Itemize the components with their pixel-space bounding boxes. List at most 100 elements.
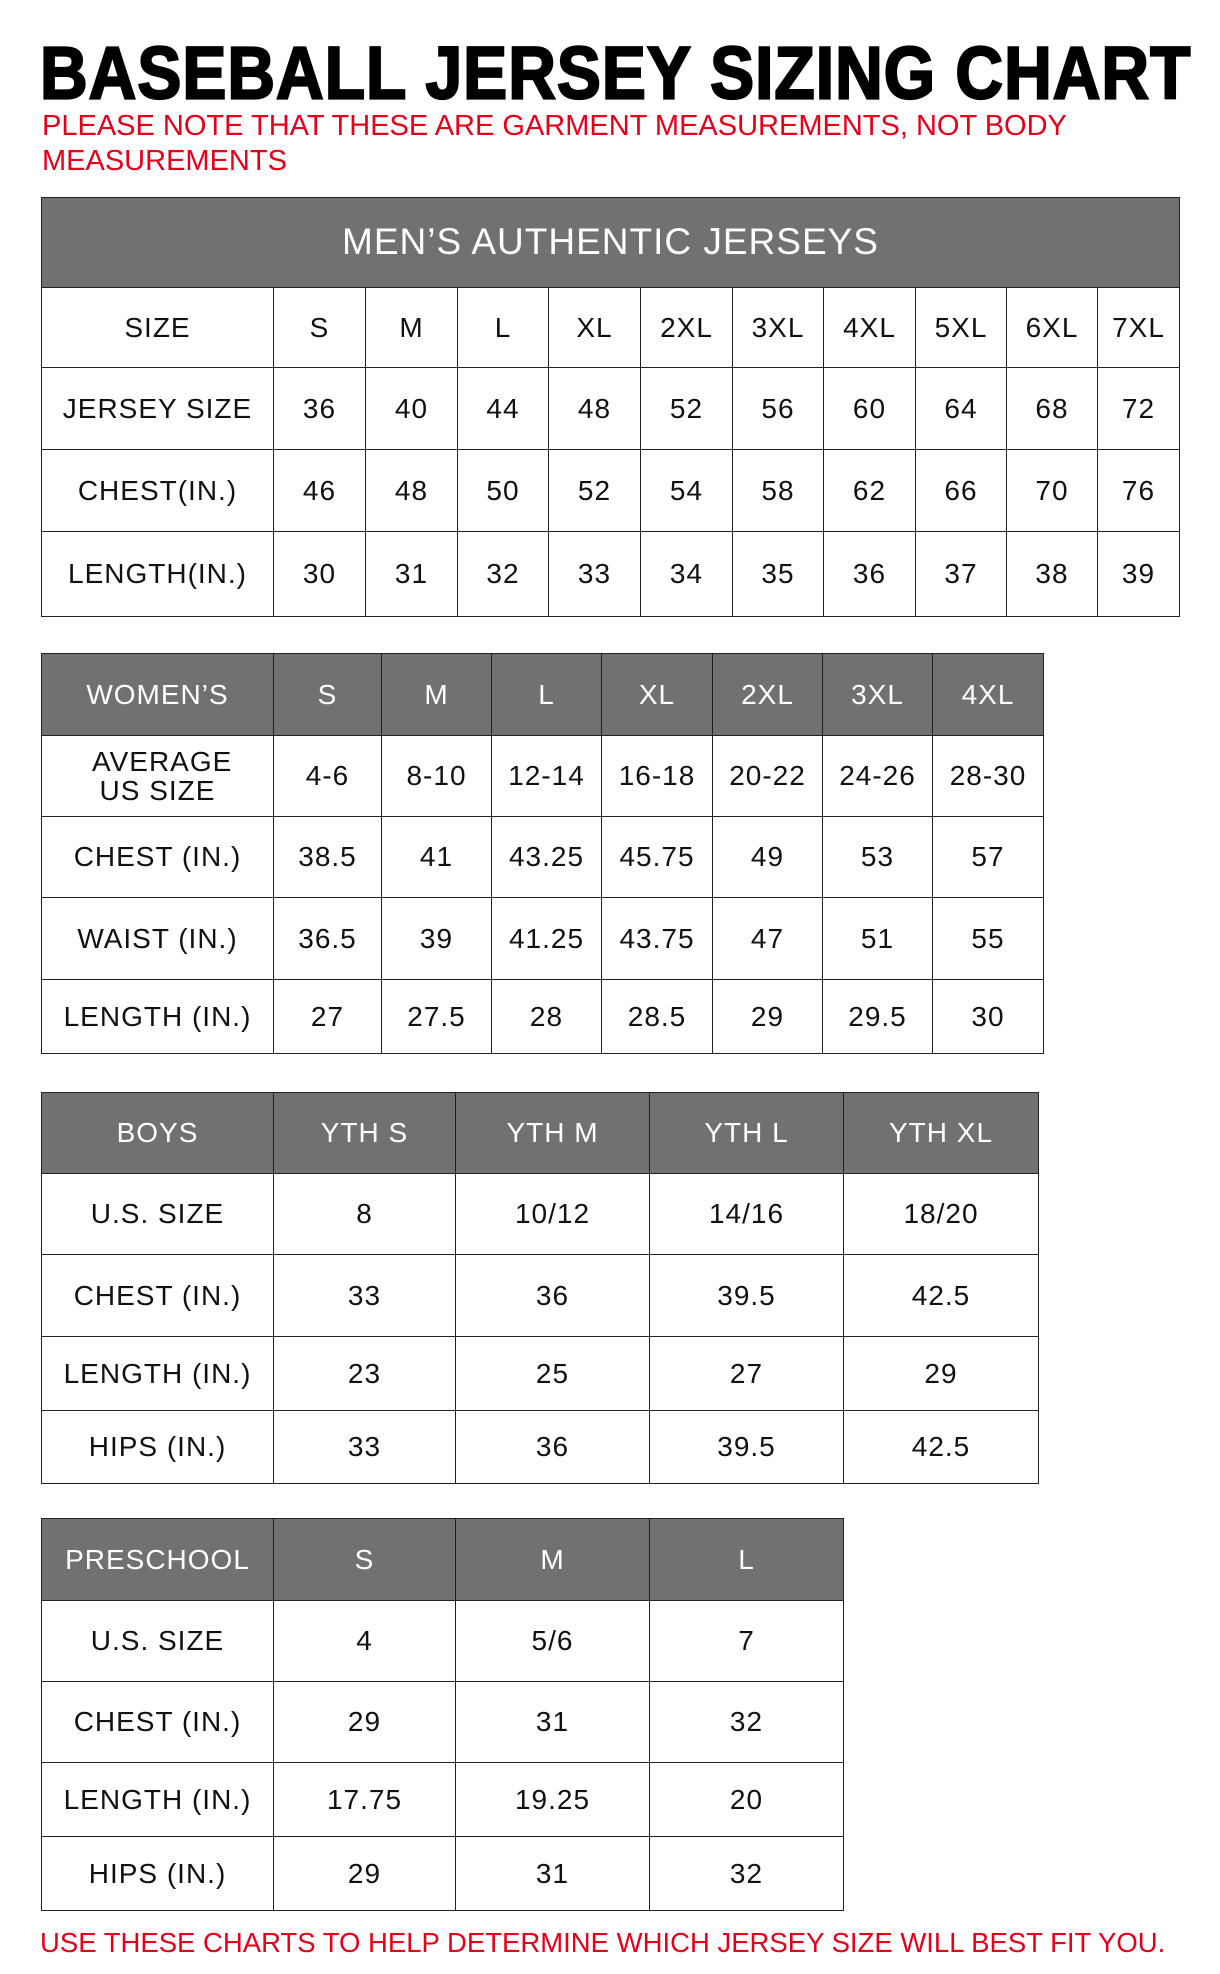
- value-cell: 41.25: [491, 897, 602, 980]
- value-cell: 40: [365, 367, 458, 450]
- value-cell: 31: [455, 1681, 650, 1763]
- row-label-jersey-size: JERSEY SIZE: [41, 367, 274, 450]
- header-cell-s: S: [273, 1518, 456, 1601]
- value-cell: 28.5: [601, 979, 713, 1054]
- value-cell: 20: [649, 1762, 844, 1837]
- value-cell: 36: [455, 1410, 650, 1484]
- mens-authentic-table: MEN’S AUTHENTIC JERSEYS SIZE S M L XL 2XL 3XL 4X…: [40, 197, 1181, 617]
- value-cell: 16-18: [601, 735, 713, 817]
- garment-note-line1: PLEASE NOTE THAT THESE ARE GARMENT MEASU…: [42, 110, 1067, 142]
- value-cell: 33: [273, 1410, 456, 1484]
- value-cell: 29: [273, 1681, 456, 1763]
- value-cell: 39: [381, 897, 492, 980]
- header-cell-2xl: 2XL: [712, 653, 823, 736]
- value-cell: 18/20: [843, 1173, 1039, 1255]
- value-cell: 43.25: [491, 816, 602, 898]
- value-cell: 48: [548, 367, 641, 450]
- header-cell-yth-l: YTH L: [649, 1092, 844, 1174]
- value-cell: 35: [732, 531, 824, 617]
- value-cell: 38.5: [273, 816, 382, 898]
- value-cell: 29.5: [822, 979, 933, 1054]
- header-cell-women-s: WOMEN’S: [41, 653, 274, 736]
- table-caption: MEN’S AUTHENTIC JERSEYS: [40, 197, 1181, 288]
- value-cell: 52: [548, 449, 641, 532]
- table-row: LENGTH (IN.) 23 25 27 29: [41, 1336, 1039, 1411]
- header-cell-m: M: [365, 287, 458, 368]
- value-cell: 14/16: [649, 1173, 844, 1255]
- value-cell: 29: [273, 1836, 456, 1911]
- header-cell-xl: XL: [548, 287, 641, 368]
- value-cell: 33: [548, 531, 641, 617]
- value-cell: 47: [712, 897, 823, 980]
- header-cell-s: S: [273, 653, 382, 736]
- value-cell: 76: [1096, 449, 1181, 532]
- value-cell: 68: [1006, 367, 1098, 450]
- value-cell: 58: [732, 449, 824, 532]
- value-cell: 64: [915, 367, 1007, 450]
- header-cell-l: L: [491, 653, 602, 736]
- header-cell-3xl: 3XL: [822, 653, 933, 736]
- footer-note: USE THESE CHARTS TO HELP DETERMINE WHICH…: [40, 1927, 1166, 1958]
- value-cell: 37: [915, 531, 1007, 617]
- page-title: BASEBALL JERSEY SIZING CHART: [39, 30, 1192, 115]
- row-label-waist-in: WAIST (IN.): [41, 897, 274, 980]
- value-cell: 51: [822, 897, 933, 980]
- table-row: LENGTH(IN.) 30 31 32 33 34 35 36 37 38 39: [41, 531, 1181, 617]
- header-row: BOYS YTH S YTH M YTH L YTH XL: [41, 1092, 1039, 1174]
- table-row: WAIST (IN.) 36.5 39 41.25 43.75 47 51 55: [41, 897, 1044, 980]
- value-cell: 43.75: [601, 897, 713, 980]
- header-row: PRESCHOOL S M L: [41, 1518, 844, 1601]
- value-cell: 34: [640, 531, 733, 617]
- value-cell: 12-14: [491, 735, 602, 817]
- value-cell: 55: [932, 897, 1044, 980]
- value-cell: 10/12: [455, 1173, 650, 1255]
- value-cell: 23: [273, 1336, 456, 1411]
- header-cell-size: SIZE: [41, 287, 274, 368]
- value-cell: 28-30: [932, 735, 1044, 817]
- table-row: U.S. SIZE 4 5/6 7: [41, 1600, 844, 1682]
- value-cell: 36: [273, 367, 366, 450]
- header-cell-m: M: [381, 653, 492, 736]
- value-cell: 36: [823, 531, 916, 617]
- row-label-length-in: LENGTH (IN.): [41, 1762, 274, 1837]
- header-cell-yth-xl: YTH XL: [843, 1092, 1039, 1174]
- table-row: CHEST (IN.) 29 31 32: [41, 1681, 844, 1763]
- value-cell: 27.5: [381, 979, 492, 1054]
- header-row: SIZE S M L XL 2XL 3XL 4XL 5XL 6XL 7XL: [41, 287, 1181, 368]
- row-label-u-s-size: U.S. SIZE: [41, 1173, 274, 1255]
- value-cell: 46: [273, 449, 366, 532]
- table-row: CHEST(IN.) 46 48 50 52 54 58 62 66 70 76: [41, 449, 1181, 532]
- boys-table: BOYS YTH S YTH M YTH L YTH XL U.S. SIZE 8 10/12…: [41, 1092, 1039, 1484]
- value-cell: 24-26: [822, 735, 933, 817]
- value-cell: 32: [649, 1681, 844, 1763]
- value-cell: 42.5: [843, 1410, 1039, 1484]
- value-cell: 27: [649, 1336, 844, 1411]
- value-cell: 42.5: [843, 1254, 1039, 1337]
- value-cell: 7: [649, 1600, 844, 1682]
- row-label-average-us-size: AVERAGE US SIZE: [41, 735, 274, 817]
- value-cell: 39.5: [649, 1254, 844, 1337]
- womens-table: WOMEN’S S M L XL 2XL 3XL 4XL AVERAGE US SIZE 4-6 8…: [41, 653, 1044, 1054]
- value-cell: 17.75: [273, 1762, 456, 1837]
- header-cell-4xl: 4XL: [823, 287, 916, 368]
- value-cell: 25: [455, 1336, 650, 1411]
- value-cell: 66: [915, 449, 1007, 532]
- table-row: LENGTH (IN.) 17.75 19.25 20: [41, 1762, 844, 1837]
- value-cell: 52: [640, 367, 733, 450]
- header-cell-m: M: [455, 1518, 650, 1601]
- header-cell-xl: XL: [601, 653, 713, 736]
- value-cell: 32: [457, 531, 549, 617]
- value-cell: 49: [712, 816, 823, 898]
- value-cell: 36: [455, 1254, 650, 1337]
- value-cell: 44: [457, 367, 549, 450]
- value-cell: 54: [640, 449, 733, 532]
- value-cell: 72: [1096, 367, 1181, 450]
- header-cell-5xl: 5XL: [915, 287, 1007, 368]
- value-cell: 57: [932, 816, 1044, 898]
- table-row: JERSEY SIZE 36 40 44 48 52 56 60 64 68 72: [41, 367, 1181, 450]
- row-label-chest-in: CHEST (IN.): [41, 1681, 274, 1763]
- row-label-chest-in: CHEST (IN.): [41, 816, 274, 898]
- value-cell: 38: [1006, 531, 1098, 617]
- table-row: CHEST (IN.) 38.5 41 43.25 45.75 49 53 57: [41, 816, 1044, 898]
- value-cell: 70: [1006, 449, 1098, 532]
